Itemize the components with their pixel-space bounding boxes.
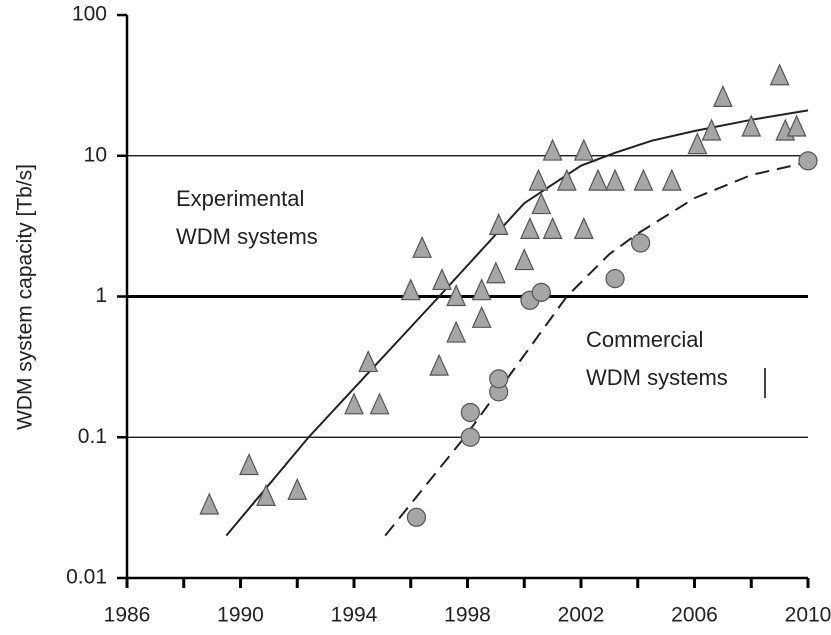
triangle-point [471, 305, 492, 328]
x-tick-label: 1986 [104, 604, 151, 627]
triangle-point [712, 84, 733, 107]
triangle-point [588, 168, 608, 191]
y-axis-label: WDM system capacity [Tb/s] [14, 164, 37, 430]
triangle-point [199, 492, 220, 515]
fit-line [384, 161, 809, 537]
annotation: Commercial [586, 327, 703, 352]
annotation: WDM systems [586, 365, 728, 390]
annotation: WDM systems [176, 224, 318, 249]
y-tick-label: 0.01 [66, 566, 107, 589]
x-tick-label: 1994 [331, 604, 378, 627]
x-tick-label: 2006 [671, 604, 718, 627]
triangle-point [531, 192, 552, 215]
triangle-point [485, 261, 506, 284]
triangle-point [287, 477, 308, 500]
triangle-point [687, 132, 708, 155]
triangle-point [528, 168, 549, 191]
circle-point [798, 151, 818, 171]
triangle-point [519, 216, 540, 239]
circle-point [489, 369, 509, 389]
triangle-point [488, 212, 509, 236]
y-tick-label: 100 [72, 3, 107, 26]
triangle-point [344, 392, 364, 415]
triangle-point [769, 63, 790, 86]
circle-point [460, 402, 480, 423]
x-tick-label: 2002 [558, 604, 605, 627]
triangle-point [239, 453, 259, 476]
triangle-point [661, 168, 682, 191]
triangle-point [633, 168, 654, 191]
y-tick-label: 0.1 [78, 425, 107, 448]
fit-line [225, 109, 809, 537]
triangle-point [412, 235, 433, 258]
x-tick-label: 1998 [444, 604, 491, 627]
y-tick-label: 1 [95, 284, 107, 307]
triangle-point [556, 168, 577, 191]
triangle-point [446, 320, 467, 343]
triangle-point [542, 138, 563, 161]
triangle-point [542, 216, 563, 239]
triangle-point [573, 138, 594, 161]
triangle-point [514, 248, 535, 271]
circle-point [630, 233, 651, 253]
triangle-point [701, 118, 722, 141]
triangle-point [573, 216, 594, 239]
triangle-point [256, 483, 276, 506]
x-tick-label: 1990 [217, 604, 264, 627]
circle-point [406, 507, 427, 527]
annotation: Experimental [176, 186, 304, 211]
x-tick-label: 2010 [785, 604, 831, 627]
triangle-point [358, 349, 379, 373]
triangle-point [786, 114, 807, 137]
triangle-point [741, 114, 762, 137]
triangle-point [446, 284, 467, 307]
triangle-point [432, 268, 452, 291]
triangle-point [369, 392, 390, 415]
circle-point [460, 427, 480, 447]
triangle-point [400, 278, 421, 301]
triangle-point [605, 168, 625, 191]
y-tick-label: 10 [84, 143, 107, 166]
triangle-point [471, 278, 492, 301]
triangle-point [429, 353, 450, 376]
circle-point [531, 282, 551, 302]
circle-point [605, 269, 625, 289]
